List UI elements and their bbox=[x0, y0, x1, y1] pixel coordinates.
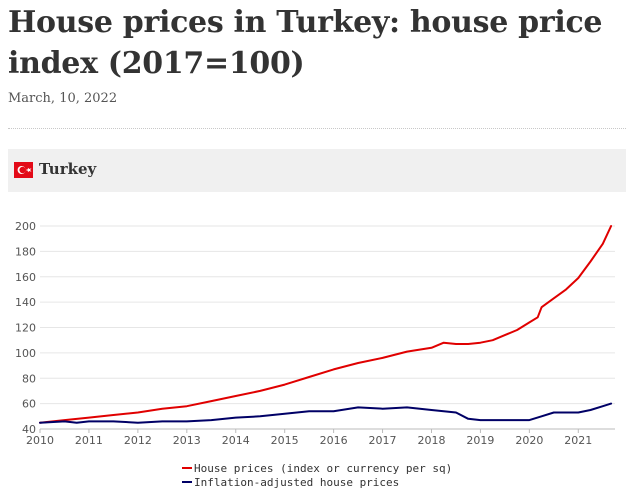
x-tick-label: 2018 bbox=[417, 434, 445, 447]
x-tick-label: 2015 bbox=[271, 434, 299, 447]
x-tick-label: 2012 bbox=[124, 434, 152, 447]
series-line-1 bbox=[39, 225, 613, 424]
y-tick-label: 160 bbox=[15, 271, 36, 284]
x-tick-label: 2020 bbox=[515, 434, 543, 447]
x-tick-label: 2011 bbox=[75, 434, 103, 447]
x-tick-label: 2013 bbox=[173, 434, 201, 447]
x-tick-label: 2016 bbox=[320, 434, 348, 447]
y-tick-label: 180 bbox=[15, 245, 36, 258]
y-tick-label: 100 bbox=[15, 347, 36, 360]
divider bbox=[8, 128, 626, 129]
y-tick-label: 60 bbox=[22, 398, 36, 411]
house-price-chart: 40 60 80 100 120 140 160 180 200 2010 2011 2012 2013… bbox=[15, 220, 615, 489]
x-tick-label: 2021 bbox=[564, 434, 592, 447]
turkey-flag-icon bbox=[14, 162, 33, 178]
y-tick-label: 200 bbox=[15, 220, 36, 233]
y-tick-label: 140 bbox=[15, 296, 36, 309]
publication-date: March, 10, 2022 bbox=[8, 91, 118, 106]
country-name: Turkey bbox=[39, 160, 97, 178]
x-tick-label: 2010 bbox=[26, 434, 54, 447]
y-tick-label: 120 bbox=[15, 322, 36, 335]
x-tick-label: 2017 bbox=[369, 434, 397, 447]
page-title: House prices in Turkey: house price inde… bbox=[8, 5, 603, 81]
y-tick-label: 80 bbox=[22, 372, 36, 385]
legend-label-2: Inflation-adjusted house prices bbox=[194, 476, 399, 489]
y-tick-label: 40 bbox=[22, 423, 36, 436]
x-tick-label: 2014 bbox=[222, 434, 250, 447]
country-header: Turkey bbox=[8, 149, 626, 192]
series-line-2 bbox=[39, 402, 613, 424]
legend-label-1: House prices (index or currency per sq) bbox=[194, 462, 452, 475]
x-tick-label: 2019 bbox=[466, 434, 494, 447]
